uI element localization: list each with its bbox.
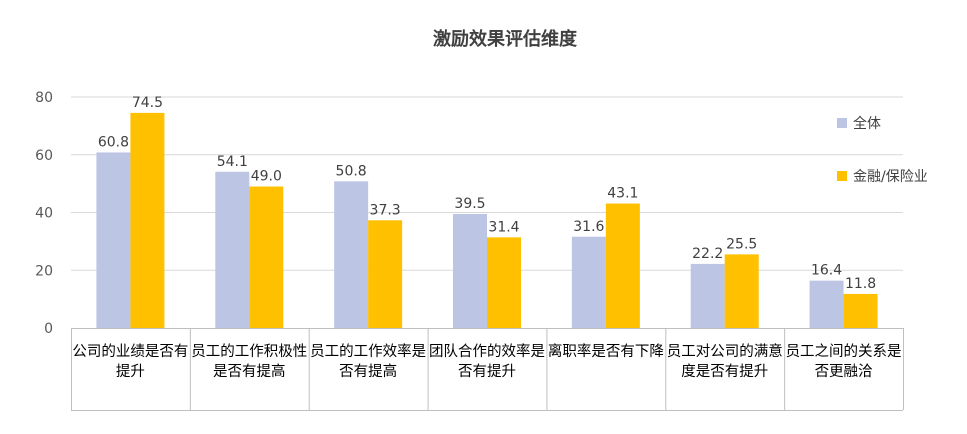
legend-label: 全体 (853, 115, 881, 132)
y-tick-label: 0 (44, 321, 53, 337)
bar (96, 152, 131, 328)
data-label: 50.8 (336, 163, 367, 179)
data-label: 25.5 (726, 236, 757, 252)
data-label: 43.1 (607, 186, 638, 202)
legend-swatch (837, 171, 847, 181)
bar (605, 203, 640, 328)
data-label: 39.5 (454, 196, 485, 212)
data-label: 31.6 (573, 219, 604, 235)
data-label: 22.2 (692, 246, 723, 262)
bar (130, 112, 165, 328)
data-label: 74.5 (132, 95, 163, 111)
category-table-lines (71, 328, 904, 411)
chart-title: 激励效果评估维度 (433, 28, 578, 50)
category-label: 员工的工作积极性是否有提高 (191, 344, 308, 380)
category-label: 员工对公司的满意度是否有提升 (666, 344, 783, 380)
bar (368, 220, 403, 328)
data-label: 11.8 (845, 276, 876, 292)
bar (690, 263, 725, 328)
y-axis: 0 20 40 60 80 (35, 90, 53, 337)
data-labels: 60.8 74.5 54.149.0 50.8 37.3 39.531.4 31.6 43.1… (98, 95, 876, 292)
bar (809, 280, 844, 328)
legend-label: 金融/保险业 (853, 169, 928, 185)
y-tick-label: 80 (35, 90, 53, 106)
data-label: 60.8 (98, 134, 129, 150)
bar (843, 293, 878, 328)
y-tick-label: 40 (35, 206, 53, 222)
category-label: 团队合作的效率是否有提升 (428, 344, 545, 380)
category-label: 员工的工作效率是否有提高 (310, 344, 427, 380)
bar (724, 254, 759, 328)
bar (215, 171, 250, 328)
data-label: 54.1 (217, 154, 248, 170)
data-label: 37.3 (370, 202, 401, 218)
y-tick-label: 60 (35, 148, 53, 164)
category-label: 离职率是否有下降 (547, 344, 664, 360)
bar (571, 236, 606, 328)
category-label: 公司的业绩是否有提升 (72, 344, 189, 380)
legend-swatch (837, 118, 847, 128)
data-label: 49.0 (251, 169, 282, 185)
bar (334, 181, 369, 328)
bar (453, 213, 487, 328)
bar (249, 186, 284, 328)
bar (487, 237, 521, 328)
y-tick-label: 20 (35, 263, 53, 279)
data-label: 16.4 (811, 263, 842, 279)
category-label: 员工之间的关系是否更融洽 (785, 344, 902, 380)
data-label: 31.4 (488, 219, 519, 235)
bars (96, 112, 878, 328)
